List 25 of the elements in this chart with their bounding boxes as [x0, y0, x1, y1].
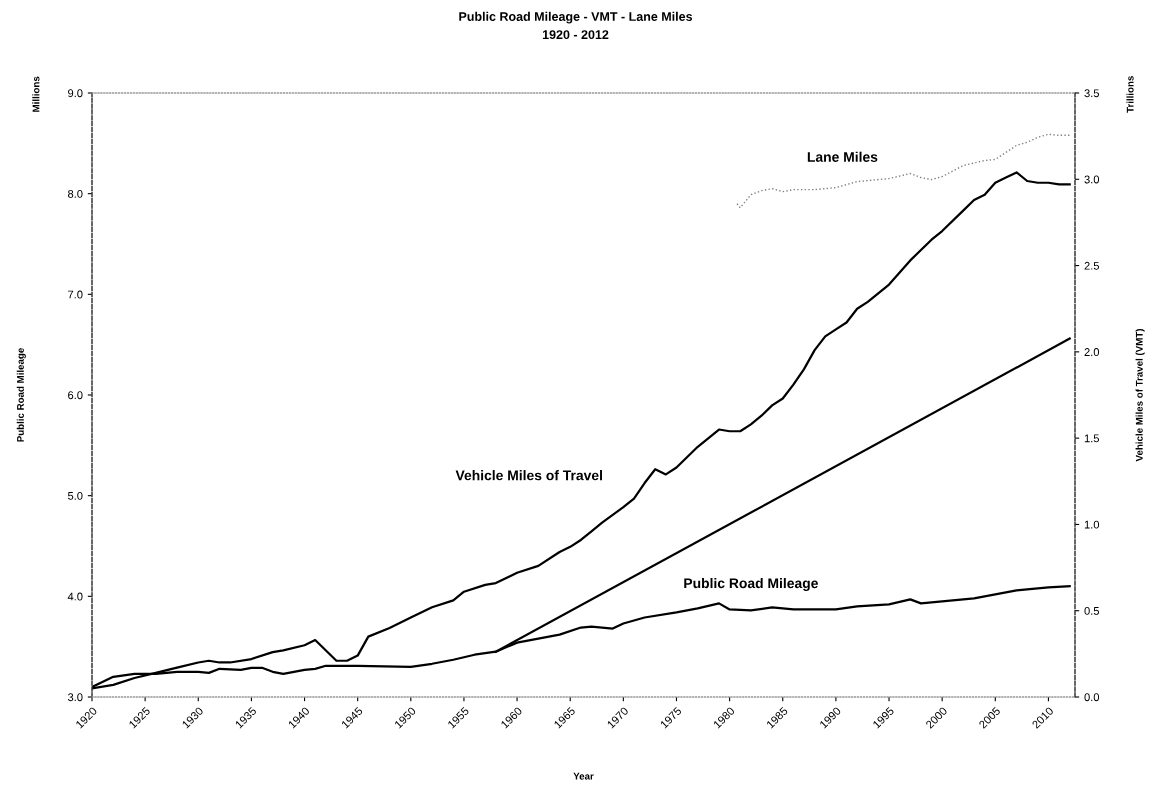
text: Trillions — [1126, 76, 1134, 113]
y2-tick-label: 1.0 — [1084, 520, 1100, 529]
x-axis-title: Year — [573, 772, 594, 780]
y-tick-label: 8.0 — [68, 189, 83, 198]
y2-tick-label: 2.0 — [1084, 348, 1100, 356]
y-tick-label: 9.0 — [68, 89, 83, 98]
y2-tick-label: 0.0 — [1084, 693, 1100, 702]
text: Millions — [32, 76, 40, 112]
y-tick-label: 3.0 — [67, 693, 83, 702]
y2-axis-title: Vehicle Miles of Travel (VMT) — [1135, 329, 1145, 462]
y2-tick-label: 3.0 — [1084, 175, 1100, 184]
y2-tick-label: 1.5 — [1084, 434, 1100, 443]
y-tick-label: 4.0 — [67, 592, 83, 601]
y-tick-label: 6.0 — [68, 391, 83, 400]
text: Vehicle Miles of Travel — [455, 470, 602, 481]
y-tick-label: 7.0 — [68, 290, 83, 299]
series-label: Lane Miles — [807, 151, 878, 162]
series-label: Public Road Mileage — [684, 577, 818, 591]
y2-tick-label: 3.5 — [1084, 89, 1100, 98]
y2-tick-label: 0.5 — [1084, 606, 1100, 615]
y-axis-title: Public Road Mileage — [16, 348, 26, 442]
y-tick-label: 5.0 — [67, 491, 83, 500]
chart-title: Public Road Mileage - VMT - Lane Miles — [459, 11, 693, 24]
y2-tick-label: 2.5 — [1084, 261, 1100, 270]
chart-subtitle: 1920 - 2012 — [542, 30, 609, 40]
